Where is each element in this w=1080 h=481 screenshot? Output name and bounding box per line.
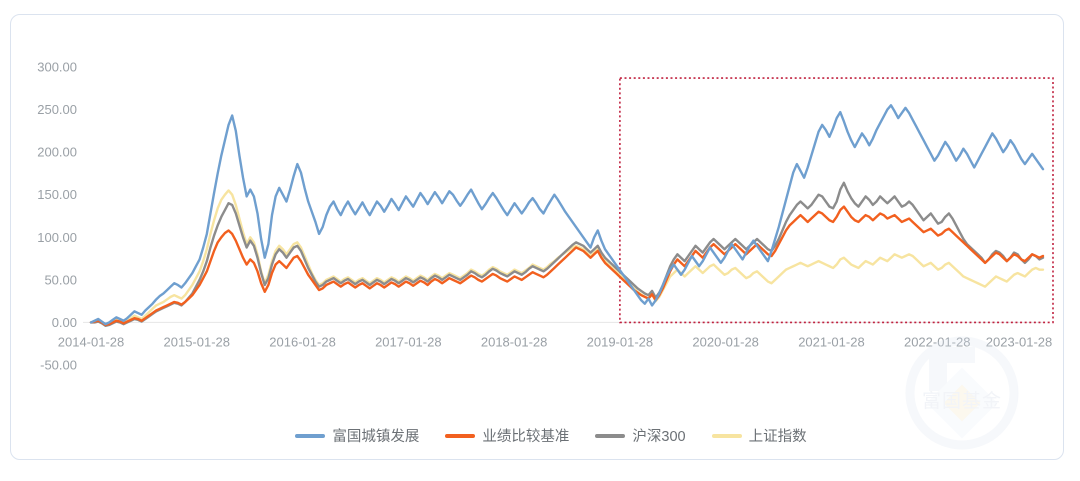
legend-color-swatch xyxy=(595,433,626,438)
chart-legend: 富国城镇发展 业绩比较基准 沪深300 上证指数 xyxy=(11,425,1063,446)
legend-item[interactable]: 富国城镇发展 xyxy=(295,425,419,446)
legend-item[interactable]: 沪深300 xyxy=(595,425,686,446)
x-axis-tick-label: 2021-01-28 xyxy=(798,334,865,349)
chart-plot-area: 300.00 250.00 200.00 150.00 100.00 50.00 0.00 -… xyxy=(11,15,1063,459)
legend-item-label: 上证指数 xyxy=(748,429,807,445)
y-axis-tick-label: 100.00 xyxy=(37,230,77,245)
x-axis-tick-label: 2023-01-28 xyxy=(986,334,1053,349)
y-axis-tick-label: 50.00 xyxy=(44,272,77,287)
y-axis-tick-label: -50.00 xyxy=(40,358,77,373)
y-axis-tick-label: 150.00 xyxy=(37,187,77,202)
legend-item[interactable]: 上证指数 xyxy=(711,425,807,446)
legend-color-swatch xyxy=(295,433,326,438)
x-axis-tick-label: 2015-01-28 xyxy=(164,334,231,349)
highlight-rectangle xyxy=(619,77,1054,324)
series-line xyxy=(89,104,1045,326)
legend-item[interactable]: 业绩比较基准 xyxy=(445,425,569,446)
y-axis-tick-label: 0.00 xyxy=(52,315,77,330)
x-axis-tick-label: 2017-01-28 xyxy=(375,334,442,349)
y-axis-tick-label: 300.00 xyxy=(37,60,77,75)
legend-item-label: 富国城镇发展 xyxy=(332,429,420,445)
x-axis-tick-label: 2014-01-28 xyxy=(58,334,125,349)
line-chart-svg: 300.00 250.00 200.00 150.00 100.00 50.00 0.00 -… xyxy=(37,60,1054,373)
legend-item-label: 业绩比较基准 xyxy=(482,429,570,445)
x-axis-tick-label: 2018-01-28 xyxy=(481,334,548,349)
legend-color-swatch xyxy=(711,433,742,438)
chart-card: 300.00 250.00 200.00 150.00 100.00 50.00 0.00 -… xyxy=(10,14,1064,460)
series-line xyxy=(89,181,1045,328)
y-axis-tick-label: 200.00 xyxy=(37,145,77,160)
x-axis-tick-label: 2016-01-28 xyxy=(269,334,336,349)
legend-color-swatch xyxy=(445,433,476,438)
x-axis-tick-label: 2020-01-28 xyxy=(692,334,759,349)
y-axis-tick-label: 250.00 xyxy=(37,102,77,117)
series-line xyxy=(89,205,1045,327)
x-axis-tick-label: 2022-01-28 xyxy=(904,334,971,349)
legend-item-label: 沪深300 xyxy=(632,429,686,445)
x-axis-tick-label: 2019-01-28 xyxy=(587,334,654,349)
